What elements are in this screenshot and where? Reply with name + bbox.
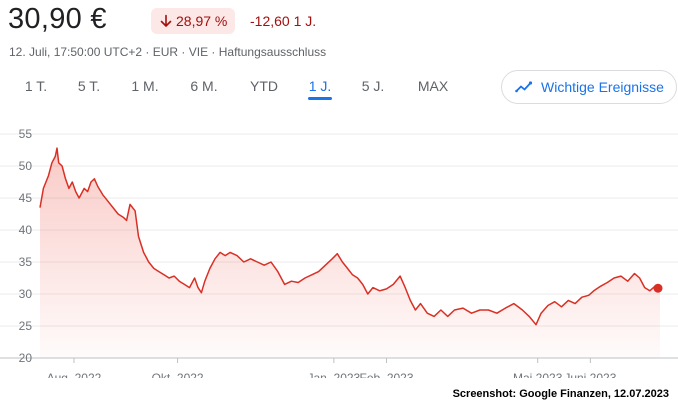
price-line <box>39 147 661 326</box>
y-tick-label: 45 <box>19 191 33 205</box>
key-events-button[interactable]: Wichtige Ereignisse <box>501 70 677 104</box>
x-tick-label: Aug. 2022 <box>47 371 102 378</box>
range-tab-5y[interactable]: 5 J. <box>361 78 385 94</box>
price-area-fill <box>40 148 660 358</box>
x-tick-label: Mai 2023 <box>513 371 563 378</box>
y-tick-label: 55 <box>19 127 33 141</box>
quote-meta: 12. Juli, 17:50:00 UTC+2 · EUR · VIE · H… <box>9 45 327 59</box>
range-tab-1m[interactable]: 1 M. <box>131 78 159 94</box>
key-events-label: Wichtige Ereignisse <box>541 79 664 95</box>
price-chart: 20 25 30 35 40 45 50 55 Aug. 2022 Okt. 2022 Jan. 2… <box>0 127 678 378</box>
active-range-indicator <box>308 97 332 100</box>
y-tick-label: 50 <box>19 159 33 173</box>
current-price-dot <box>653 283 663 293</box>
change-absolute: -12,60 1 J. <box>250 13 317 29</box>
arrow-down-icon <box>160 14 172 27</box>
price-value: 30,90 € <box>8 3 107 35</box>
change-percent: 28,97 % <box>176 13 228 29</box>
range-tab-1d[interactable]: 1 T. <box>24 78 48 94</box>
x-tick-label: Jan. 2023 <box>308 371 361 378</box>
x-tick-label: Juni 2023 <box>564 371 616 378</box>
y-tick-label: 25 <box>19 319 33 333</box>
change-percent-badge: 28,97 % <box>151 8 236 34</box>
y-tick-label: 20 <box>19 351 33 365</box>
range-tab-ytd[interactable]: YTD <box>250 78 278 94</box>
range-tab-6m[interactable]: 6 M. <box>190 78 218 94</box>
y-tick-label: 35 <box>19 255 33 269</box>
trend-line-icon <box>515 81 533 93</box>
y-tick-label: 40 <box>19 223 33 237</box>
x-tick-label: Feb. 2023 <box>359 371 413 378</box>
x-tick-label: Okt. 2022 <box>152 371 204 378</box>
range-tab-5d[interactable]: 5 T. <box>77 78 101 94</box>
range-tab-max[interactable]: MAX <box>417 78 449 94</box>
screenshot-credit: Screenshot: Google Finanzen, 12.07.2023 <box>452 388 669 400</box>
y-tick-label: 30 <box>19 287 33 301</box>
range-tab-1y[interactable]: 1 J. <box>308 78 332 94</box>
